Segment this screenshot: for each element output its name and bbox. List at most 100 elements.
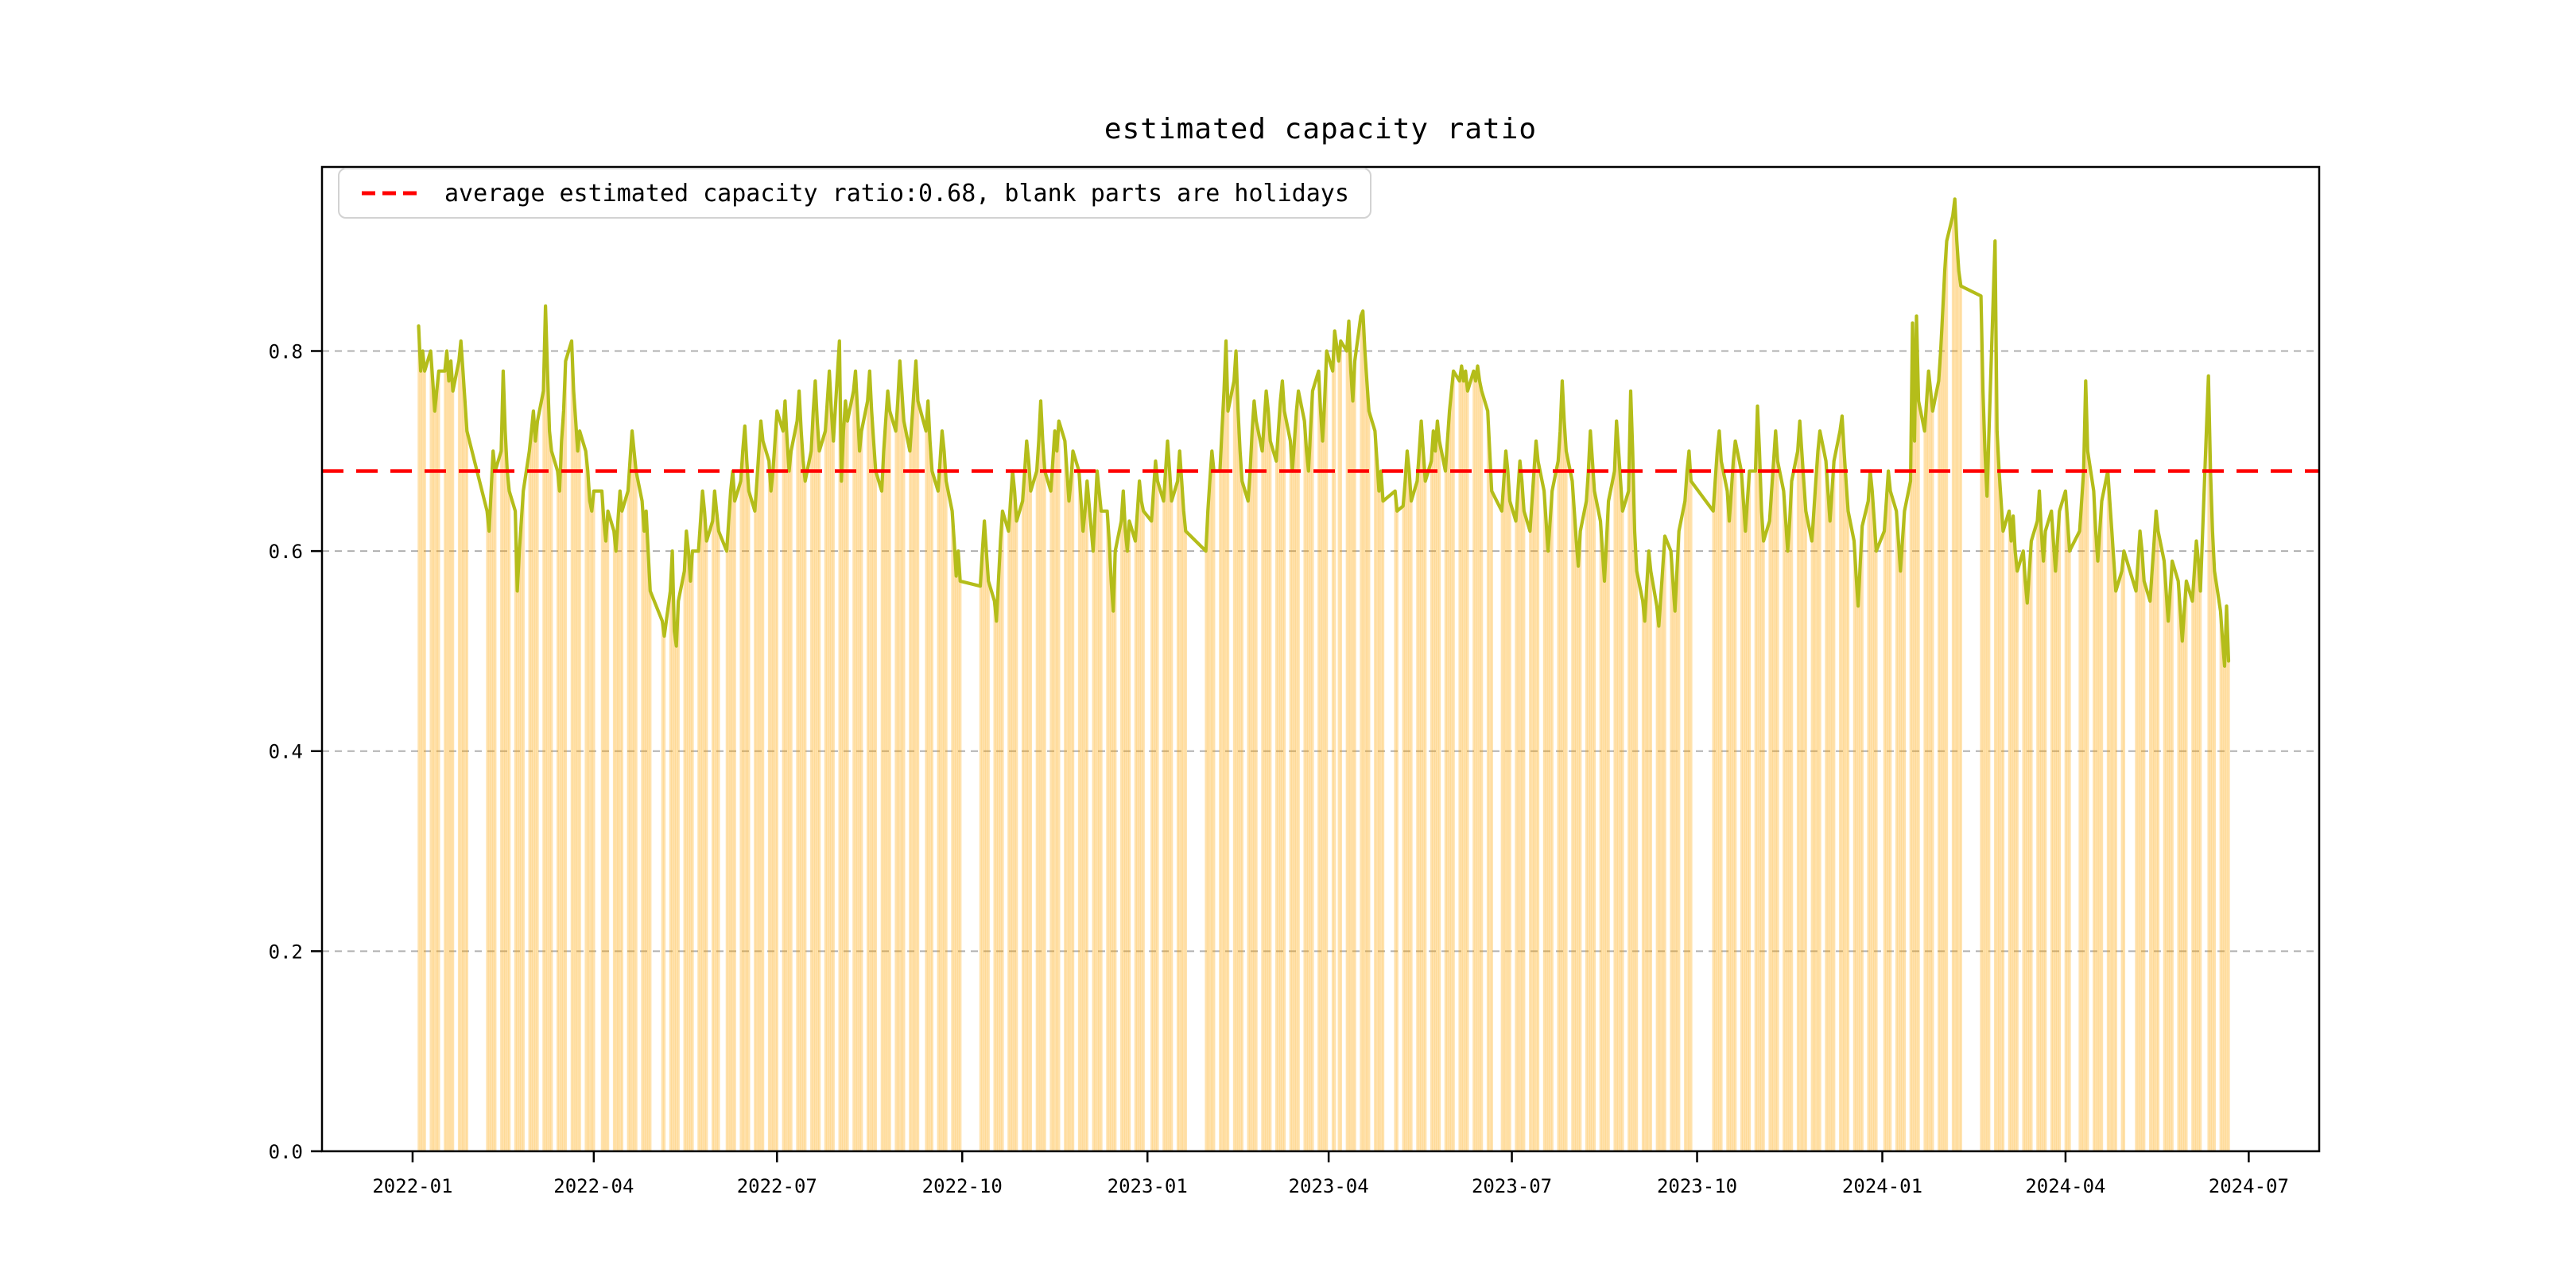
workday-bar [796,421,799,1151]
workday-bar [607,510,610,1151]
workday-bar [1716,451,1719,1151]
workday-bar [564,361,568,1151]
workday-bar [812,410,815,1151]
workday-bar [886,390,890,1151]
workday-bar [2109,501,2112,1151]
workday-bar [2183,611,2186,1151]
workday-bar [1404,481,1407,1151]
workday-bar [945,481,948,1151]
workday-bar [1998,471,2001,1151]
workday-bar [959,580,962,1151]
workday-bar [506,471,509,1151]
workday-bar [770,491,773,1151]
workday-bar [1162,501,1166,1151]
workday-bar [1787,551,1790,1151]
workday-bar [1293,440,1296,1151]
workday-bar [830,410,833,1151]
workday-bar [929,440,932,1151]
workday-bar [1629,390,1632,1151]
workday-bar [2207,375,2210,1151]
workday-bar [1788,521,1791,1151]
workday-bar [860,431,863,1151]
workday-bar [1295,410,1298,1151]
workday-bar [913,390,916,1151]
workday-bar [786,440,789,1151]
workday-bar [421,351,425,1151]
workday-bar [1150,521,1153,1151]
workday-bar [1833,460,1836,1151]
workday-bar [520,521,523,1151]
workday-bar [1655,606,1658,1151]
workday-bar [1690,481,1693,1151]
workday-bar [731,471,735,1151]
workday-bar [1988,431,1991,1151]
workday-bar [1235,351,1238,1151]
workday-bar [1643,621,1647,1151]
workday-bar [1038,440,1041,1151]
workday-bar [883,451,886,1151]
workday-bar [1379,471,1383,1151]
workday-bar [1503,481,1506,1151]
workday-bar [917,401,920,1151]
workday-bar [1748,471,1752,1151]
workday-bar [1084,510,1087,1151]
workday-bar [466,431,468,1151]
workday-bar [746,460,748,1151]
workday-bar [1406,451,1409,1151]
workday-bar [1325,351,1329,1151]
workday-bar [1917,401,1920,1151]
workday-bar [1981,390,1984,1151]
workday-bar [788,471,791,1151]
workday-bar [1762,541,1765,1151]
workday-bar [1361,311,1364,1151]
workday-bar [1915,316,1918,1151]
workday-bar [1168,471,1171,1151]
workday-bar [716,510,718,1151]
workday-bar [1402,506,1405,1151]
workday-bar [2093,491,2096,1151]
workday-bar [1913,440,1916,1151]
workday-bar [1394,491,1397,1151]
workday-bar [1800,451,1803,1151]
workday-bar [747,491,751,1151]
workday-bar [1072,451,1075,1151]
workday-bar [987,580,990,1151]
workday-bar [1424,481,1427,1151]
workday-bar [1291,471,1294,1151]
workday-bar [2026,603,2029,1151]
workday-bar [2078,530,2081,1151]
workday-bar [436,390,439,1151]
workday-bar [1232,381,1236,1151]
workday-bar [1909,481,1912,1151]
workday-bar [1530,501,1534,1151]
workday-bar [1772,460,1775,1151]
workday-bar [909,451,912,1151]
y-tick-label: 0.8 [269,340,303,363]
workday-bar [1253,401,1256,1151]
workday-bar [1519,460,1522,1151]
workday-bar [572,390,576,1151]
workday-bar [1309,431,1313,1151]
workday-bar [925,431,928,1151]
workday-bar [1208,481,1212,1151]
workday-bar [1573,510,1576,1151]
workday-bar [1734,440,1737,1151]
workday-bar [1408,471,1411,1151]
workday-bar [452,390,455,1151]
workday-bar [2191,601,2194,1151]
workday-bar [1152,491,1155,1151]
workday-bar [1134,541,1137,1151]
workday-bar [931,471,933,1151]
workday-bar [2155,510,2158,1151]
chart-title: estimated capacity ratio [1104,113,1538,145]
workday-bar [1368,410,1371,1151]
workday-bar [1247,501,1250,1151]
workday-bar [1720,460,1723,1151]
workday-bar [983,521,986,1151]
workday-bar [1340,340,1342,1151]
workday-bar [2211,530,2214,1151]
workday-bar [1670,551,1673,1151]
workday-bar [1798,421,1802,1151]
workday-bar [1943,270,1946,1152]
